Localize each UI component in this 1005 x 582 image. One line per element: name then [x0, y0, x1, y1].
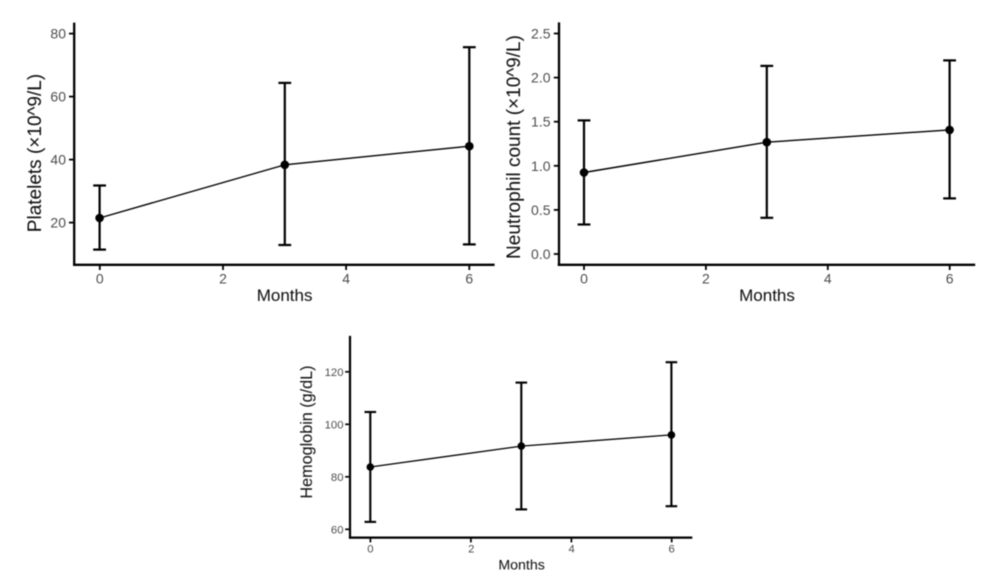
svg-text:40: 40: [50, 152, 66, 168]
svg-text:100: 100: [325, 419, 344, 431]
svg-text:4: 4: [568, 544, 574, 556]
svg-text:80: 80: [50, 26, 66, 42]
svg-text:2: 2: [702, 271, 710, 287]
svg-text:6: 6: [946, 271, 954, 287]
svg-text:2: 2: [468, 544, 474, 556]
svg-text:2.5: 2.5: [531, 26, 551, 42]
svg-text:0: 0: [580, 271, 588, 287]
svg-text:2: 2: [219, 271, 227, 287]
svg-text:4: 4: [342, 271, 350, 287]
svg-text:6: 6: [669, 544, 675, 556]
svg-text:6: 6: [465, 271, 473, 287]
svg-text:2.0: 2.0: [531, 70, 551, 86]
svg-text:0.0: 0.0: [531, 246, 551, 262]
svg-text:Months: Months: [739, 286, 795, 305]
svg-text:20: 20: [50, 215, 66, 231]
svg-text:0.5: 0.5: [531, 202, 551, 218]
svg-text:0: 0: [96, 271, 104, 287]
svg-text:Neutrophil count (×10^9/L): Neutrophil count (×10^9/L): [504, 35, 525, 259]
svg-text:4: 4: [824, 271, 832, 287]
svg-text:80: 80: [331, 472, 344, 484]
svg-text:1.5: 1.5: [531, 114, 551, 130]
svg-text:60: 60: [331, 524, 344, 536]
svg-text:120: 120: [325, 367, 344, 379]
svg-text:0: 0: [367, 544, 373, 556]
svg-text:60: 60: [50, 89, 66, 105]
svg-text:1.0: 1.0: [531, 158, 551, 174]
svg-text:Months: Months: [498, 557, 545, 573]
svg-text:Hemoglobin (g/dL): Hemoglobin (g/dL): [298, 365, 316, 498]
svg-text:Platelets (×10^9/L): Platelets (×10^9/L): [25, 74, 46, 232]
svg-text:Months: Months: [257, 286, 313, 305]
